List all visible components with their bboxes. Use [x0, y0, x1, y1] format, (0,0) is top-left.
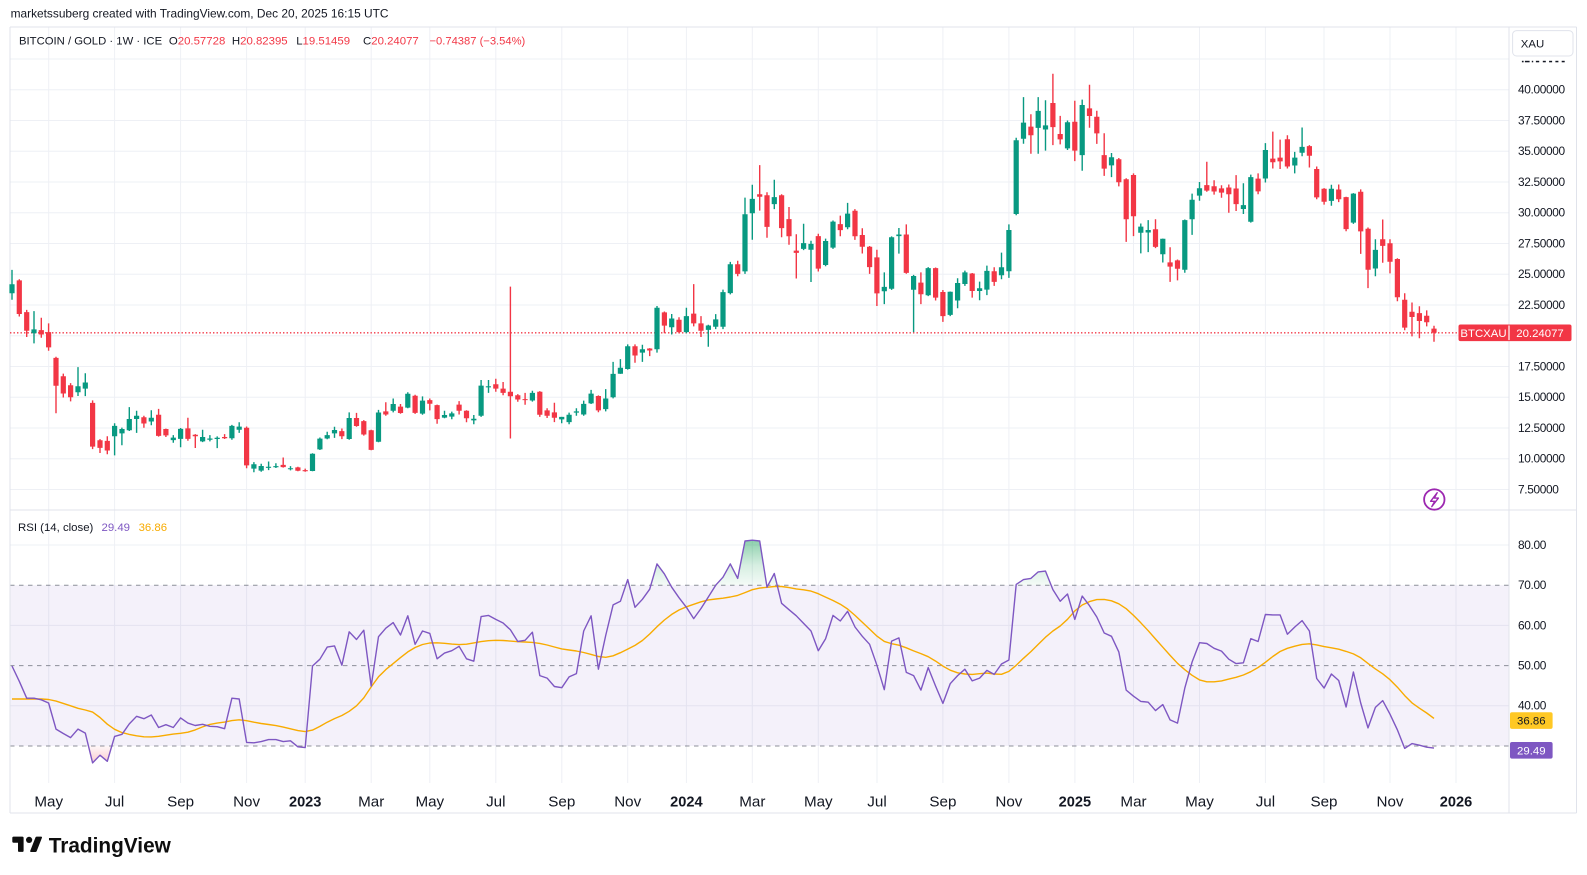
svg-text:May: May — [1185, 794, 1214, 811]
svg-text:15.00000: 15.00000 — [1518, 390, 1566, 404]
svg-text:marketssuberg created with Tra: marketssuberg created with TradingView.c… — [11, 6, 389, 20]
svg-text:2025: 2025 — [1059, 795, 1091, 811]
svg-text:Nov: Nov — [614, 794, 641, 811]
svg-text:40.00000: 40.00000 — [1518, 83, 1566, 97]
svg-text:25.00000: 25.00000 — [1518, 267, 1566, 281]
svg-text:Mar: Mar — [739, 794, 765, 811]
svg-text:May: May — [34, 794, 63, 811]
svg-text:May: May — [804, 794, 833, 811]
svg-text:Jul: Jul — [486, 794, 505, 811]
svg-text:37.50000: 37.50000 — [1518, 113, 1566, 127]
svg-text:12.50000: 12.50000 — [1518, 421, 1566, 435]
svg-text:May: May — [415, 794, 444, 811]
svg-text:Jul: Jul — [105, 794, 124, 811]
svg-text:Nov: Nov — [1376, 794, 1403, 811]
svg-text:XAU: XAU — [1521, 38, 1544, 50]
svg-text:Jul: Jul — [867, 794, 886, 811]
svg-text:Sep: Sep — [167, 794, 194, 811]
svg-text:35.00000: 35.00000 — [1518, 144, 1566, 158]
svg-text:40.00: 40.00 — [1518, 699, 1547, 713]
svg-text:BTCXAU: BTCXAU — [1460, 328, 1506, 340]
svg-text:27.50000: 27.50000 — [1518, 236, 1566, 250]
svg-text:17.50000: 17.50000 — [1518, 359, 1566, 373]
svg-text:29.49: 29.49 — [102, 522, 131, 534]
svg-text:80.00: 80.00 — [1518, 538, 1547, 552]
svg-text:Mar: Mar — [358, 794, 384, 811]
svg-text:RSI (14, close): RSI (14, close) — [18, 522, 94, 534]
svg-text:2026: 2026 — [1440, 795, 1472, 811]
svg-text:30.00000: 30.00000 — [1518, 206, 1566, 220]
svg-text:Nov: Nov — [995, 794, 1022, 811]
svg-text:Mar: Mar — [1120, 794, 1146, 811]
svg-text:22.50000: 22.50000 — [1518, 298, 1566, 312]
svg-text:70.00: 70.00 — [1518, 578, 1547, 592]
svg-text:O20.57728: O20.57728 — [169, 36, 225, 48]
svg-text:L19.51459: L19.51459 — [296, 36, 350, 48]
svg-text:60.00: 60.00 — [1518, 618, 1547, 632]
svg-text:50.00: 50.00 — [1518, 659, 1547, 673]
svg-text:2024: 2024 — [670, 795, 703, 811]
svg-text:32.50000: 32.50000 — [1518, 175, 1566, 189]
svg-text:TradingView: TradingView — [49, 835, 172, 858]
svg-text:29.49: 29.49 — [1517, 745, 1546, 757]
svg-text:2023: 2023 — [289, 795, 321, 811]
svg-text:BITCOIN / GOLD · 1W · ICE: BITCOIN / GOLD · 1W · ICE — [19, 36, 163, 48]
svg-text:20.24077: 20.24077 — [1516, 328, 1564, 340]
svg-text:C20.24077: C20.24077 — [363, 36, 419, 48]
svg-text:10.00000: 10.00000 — [1518, 452, 1566, 466]
svg-text:H20.82395: H20.82395 — [232, 36, 288, 48]
svg-text:Jul: Jul — [1256, 794, 1275, 811]
svg-text:Sep: Sep — [929, 794, 956, 811]
svg-text:Nov: Nov — [233, 794, 260, 811]
svg-text:36.86: 36.86 — [1517, 716, 1546, 728]
svg-text:36.86: 36.86 — [139, 522, 168, 534]
svg-text:Sep: Sep — [548, 794, 575, 811]
svg-text:−0.74387 (−3.54%): −0.74387 (−3.54%) — [430, 36, 526, 48]
svg-text:7.50000: 7.50000 — [1518, 482, 1559, 496]
svg-text:Sep: Sep — [1310, 794, 1337, 811]
